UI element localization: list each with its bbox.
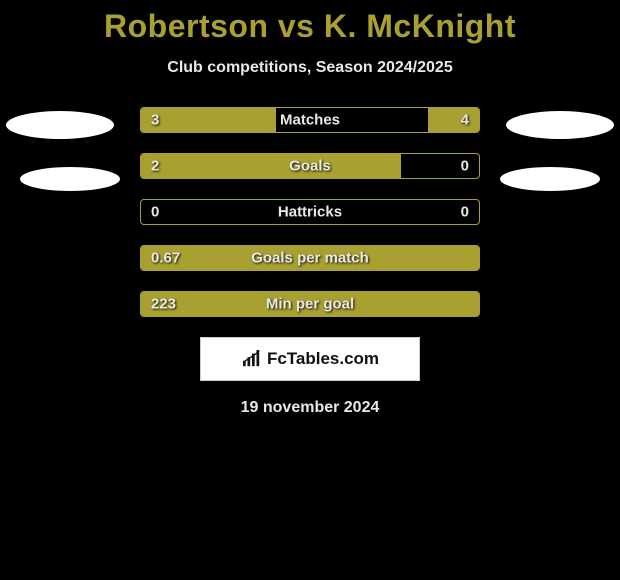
stat-value-right: 4 [461, 112, 469, 129]
stat-label: Hattricks [141, 204, 479, 221]
player-right-avatar-1 [506, 111, 614, 139]
stat-row: 2Goals0 [140, 153, 480, 179]
stat-value-right: 0 [461, 158, 469, 175]
stat-row: 223Min per goal [140, 291, 480, 317]
stats-area: 3Matches42Goals00Hattricks00.67Goals per… [0, 107, 620, 417]
brand-text: FcTables.com [267, 349, 379, 369]
stat-label: Matches [141, 112, 479, 129]
player-left-avatar-2 [20, 167, 120, 191]
stat-label: Goals per match [141, 250, 479, 267]
comparison-card: Robertson vs K. McKnight Club competitio… [0, 0, 620, 417]
page-subtitle: Club competitions, Season 2024/2025 [0, 59, 620, 77]
page-title: Robertson vs K. McKnight [0, 0, 620, 45]
stat-label: Goals [141, 158, 479, 175]
stat-label: Min per goal [141, 296, 479, 313]
brand-box: FcTables.com [200, 337, 420, 381]
stat-row: 0Hattricks0 [140, 199, 480, 225]
player-left-avatar-1 [6, 111, 114, 139]
stat-value-right: 0 [461, 204, 469, 221]
stat-bars: 3Matches42Goals00Hattricks00.67Goals per… [140, 107, 480, 317]
player-right-avatar-2 [500, 167, 600, 191]
date-label: 19 november 2024 [0, 399, 620, 417]
stat-row: 3Matches4 [140, 107, 480, 133]
bar-chart-icon [241, 350, 263, 368]
stat-row: 0.67Goals per match [140, 245, 480, 271]
